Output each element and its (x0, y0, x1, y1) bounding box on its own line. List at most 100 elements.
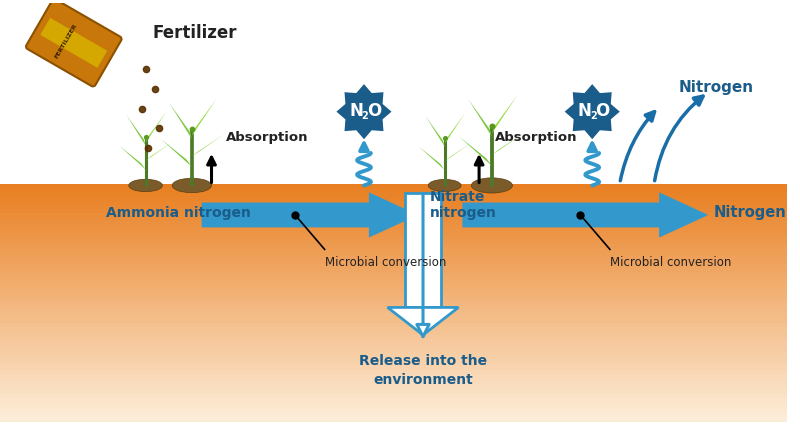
Bar (40, 18, 107, 68)
Bar (0, 204, 787, 209)
Bar (0, 306, 787, 312)
Bar (0, 409, 787, 414)
Bar (0, 263, 787, 268)
Bar (0, 184, 787, 190)
Polygon shape (445, 113, 466, 144)
Polygon shape (426, 116, 445, 147)
Bar (0, 244, 787, 248)
Text: Release into the
environment: Release into the environment (359, 354, 487, 387)
Bar (0, 338, 787, 343)
FancyBboxPatch shape (26, 0, 122, 87)
Polygon shape (468, 99, 492, 137)
Bar (0, 397, 787, 402)
Text: N: N (578, 102, 591, 120)
Bar (0, 216, 787, 221)
Bar (0, 357, 787, 363)
Bar (0, 322, 787, 327)
Bar (0, 416, 787, 422)
Polygon shape (146, 141, 174, 161)
Polygon shape (126, 115, 146, 146)
Bar (0, 259, 787, 264)
Bar (0, 228, 787, 232)
Text: Microbial conversion: Microbial conversion (325, 256, 446, 269)
Text: 2: 2 (590, 110, 597, 121)
Polygon shape (387, 307, 458, 335)
Bar (0, 369, 787, 374)
Bar (0, 247, 787, 252)
Bar (0, 279, 787, 284)
Bar (0, 373, 787, 378)
Bar (0, 267, 787, 272)
Bar (0, 287, 787, 292)
Polygon shape (565, 84, 620, 139)
Ellipse shape (471, 178, 513, 193)
FancyArrow shape (202, 193, 418, 238)
Polygon shape (418, 147, 445, 170)
Bar (0, 212, 787, 217)
Text: FERTILIZER: FERTILIZER (54, 23, 78, 59)
Text: O: O (366, 102, 381, 120)
Bar (0, 275, 787, 280)
Text: 2: 2 (362, 110, 368, 121)
Bar (0, 366, 787, 371)
Bar (0, 326, 787, 331)
Polygon shape (192, 134, 225, 156)
Bar (0, 251, 787, 256)
Bar (0, 208, 787, 213)
Bar (0, 330, 787, 335)
Text: O: O (595, 102, 609, 120)
Bar (0, 413, 787, 418)
Text: Nitrogen: Nitrogen (714, 206, 786, 221)
Text: Absorption: Absorption (495, 131, 578, 144)
Polygon shape (146, 111, 167, 143)
Bar (0, 188, 787, 193)
Text: Microbial conversion: Microbial conversion (610, 256, 731, 269)
Bar (0, 271, 787, 276)
Bar (0, 405, 787, 410)
Text: Fertilizer: Fertilizer (153, 24, 237, 42)
Polygon shape (492, 94, 518, 133)
Text: Ammonia nitrogen: Ammonia nitrogen (106, 206, 251, 220)
Polygon shape (192, 99, 217, 136)
Bar (0, 377, 787, 382)
Bar (0, 200, 787, 205)
Text: Nitrate
nitrogen: Nitrate nitrogen (430, 190, 497, 220)
Bar (0, 255, 787, 260)
Bar (0, 314, 787, 319)
Ellipse shape (129, 179, 162, 192)
Bar (0, 310, 787, 315)
Polygon shape (161, 139, 192, 167)
Ellipse shape (428, 179, 461, 192)
Ellipse shape (172, 178, 211, 193)
Bar (0, 393, 787, 398)
Bar (0, 291, 787, 296)
Bar (0, 350, 787, 354)
Bar (0, 385, 787, 390)
Polygon shape (492, 131, 526, 155)
Bar (0, 299, 787, 303)
Text: Nitrogen: Nitrogen (678, 79, 754, 95)
Bar (0, 389, 787, 394)
Bar (0, 193, 787, 197)
Bar (0, 346, 787, 351)
Bar (0, 381, 787, 386)
Polygon shape (445, 142, 472, 161)
Bar (0, 224, 787, 229)
Bar (0, 362, 787, 366)
Bar (0, 342, 787, 347)
Bar (0, 220, 787, 225)
Text: N: N (349, 102, 363, 120)
Bar (0, 283, 787, 288)
Polygon shape (459, 137, 492, 166)
Bar (0, 295, 787, 300)
Bar (0, 334, 787, 339)
Bar (0, 240, 787, 244)
Polygon shape (337, 84, 391, 139)
Bar (0, 303, 787, 307)
Bar (0, 232, 787, 237)
Polygon shape (169, 103, 192, 139)
Bar (0, 235, 787, 241)
Bar (0, 354, 787, 359)
Polygon shape (119, 146, 146, 170)
Bar (0, 318, 787, 323)
